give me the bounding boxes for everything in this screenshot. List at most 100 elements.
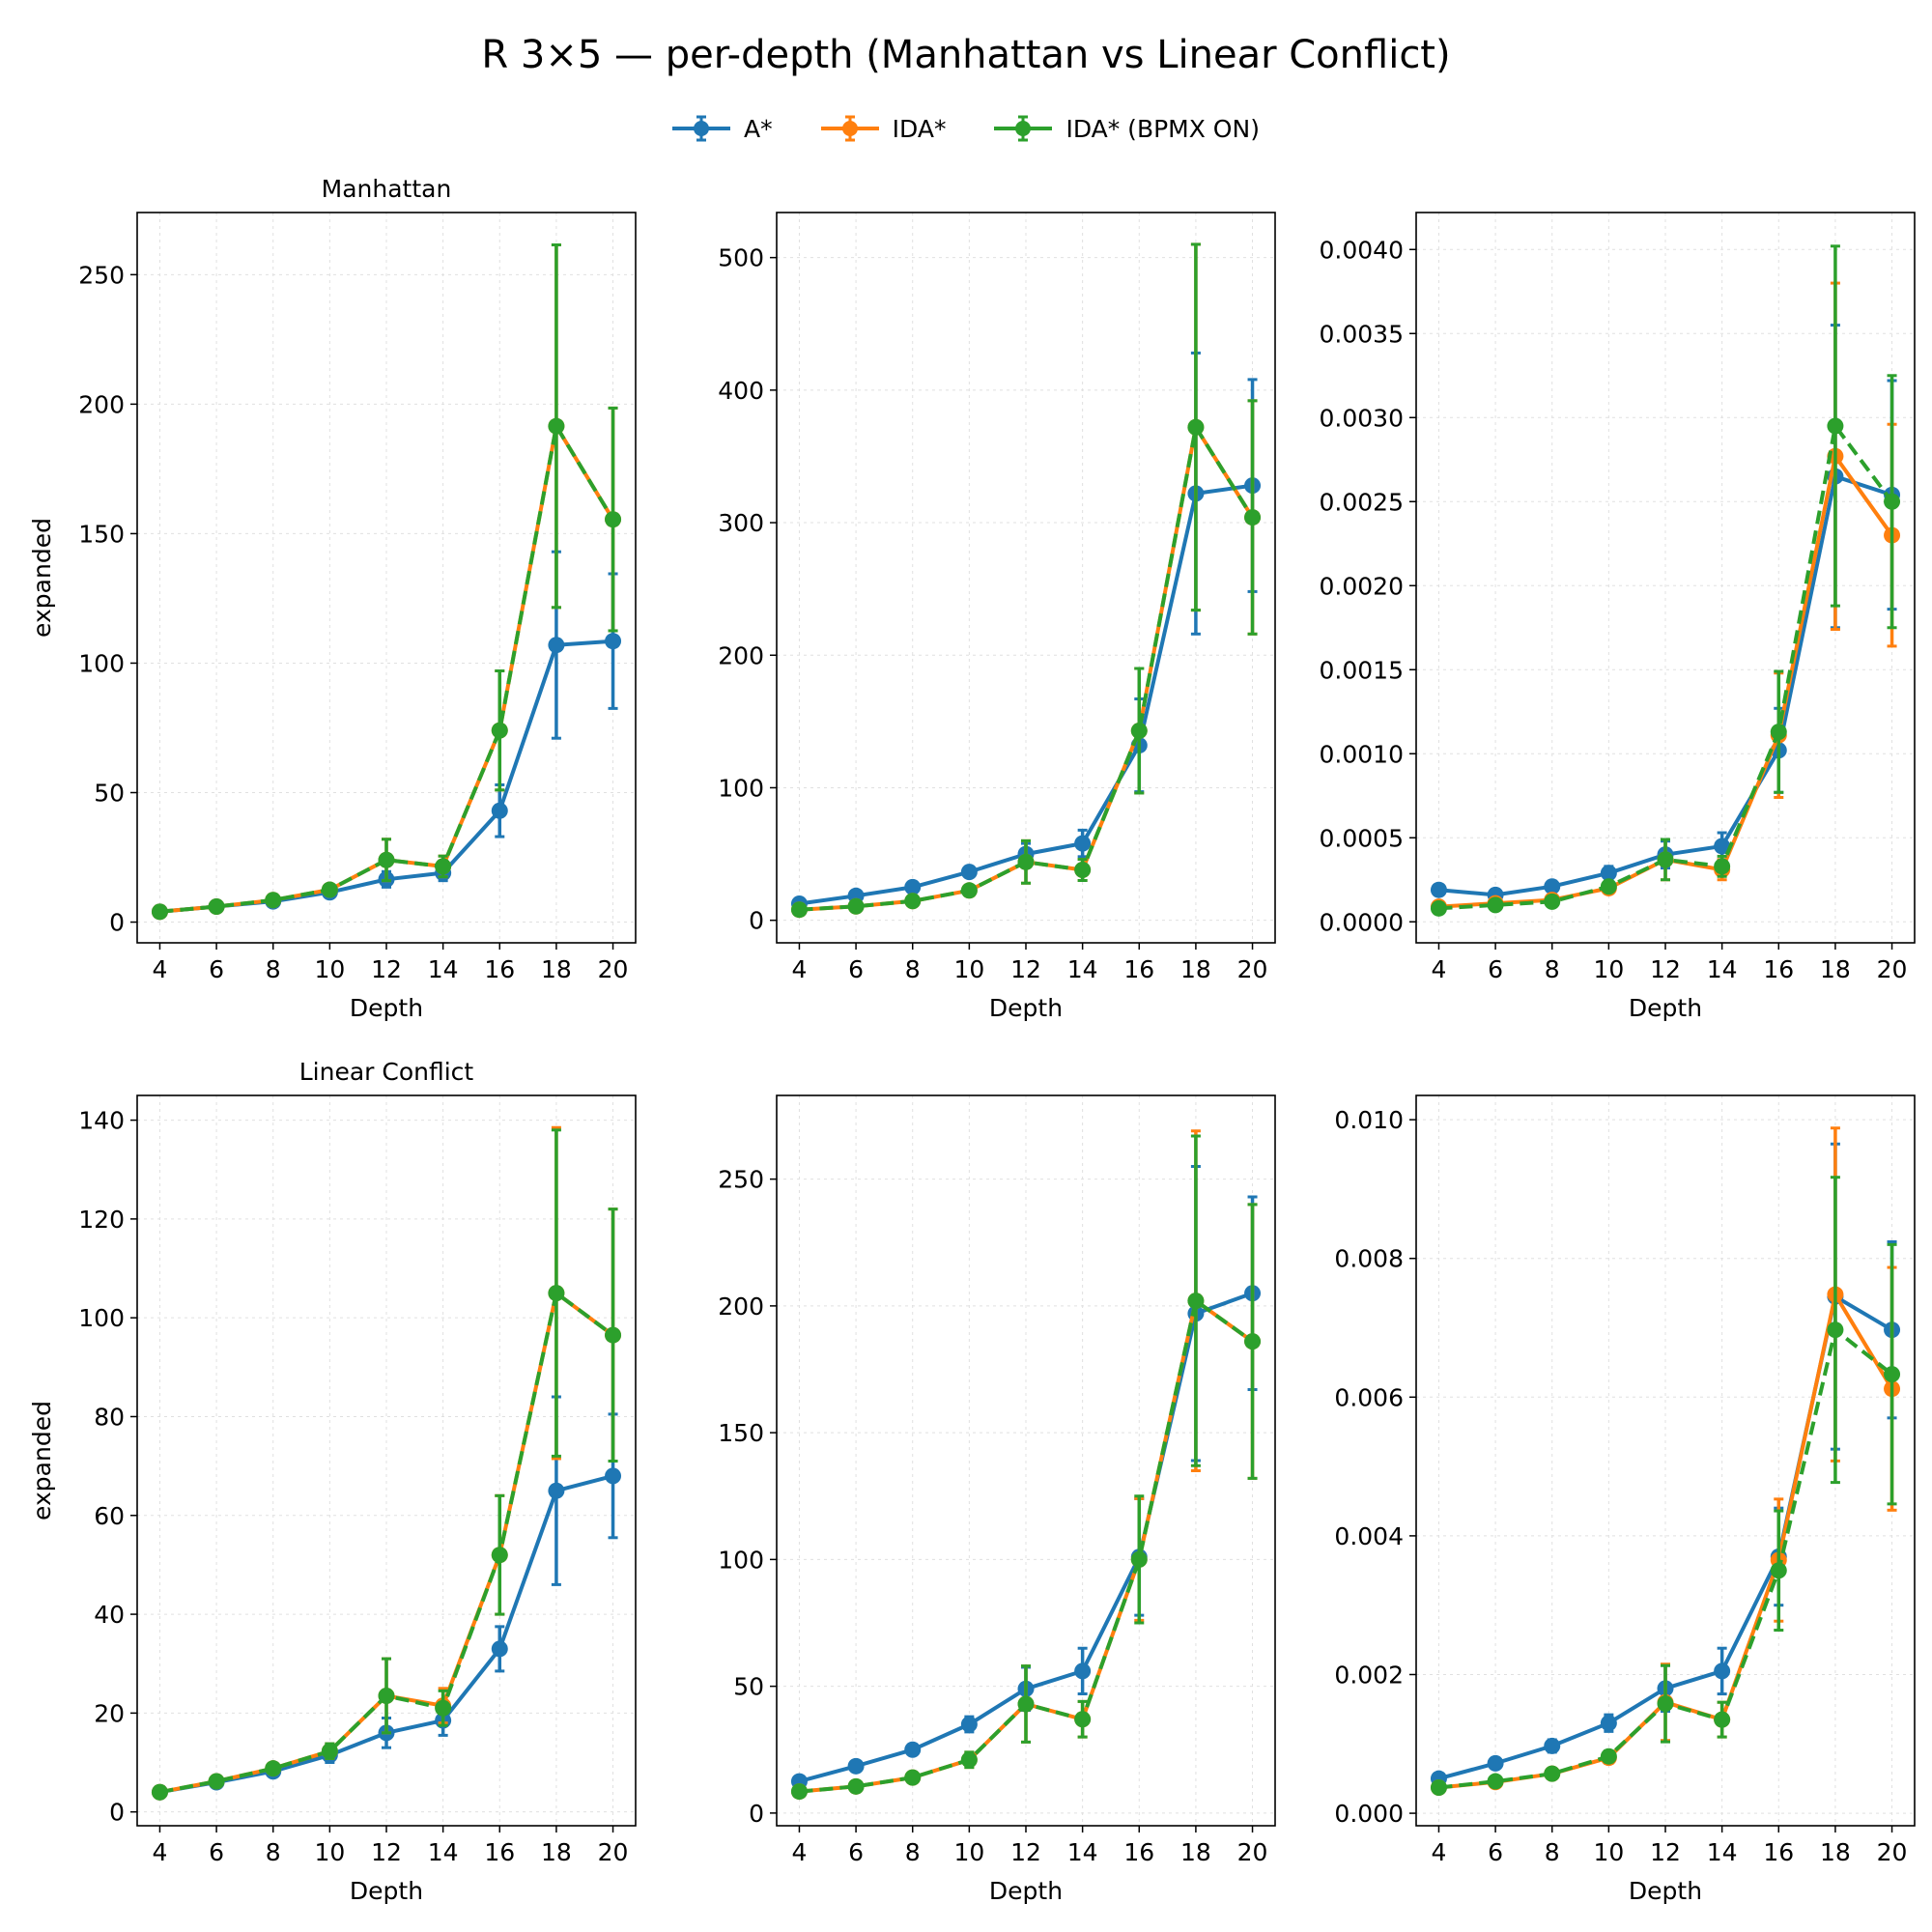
data-point: [1017, 853, 1035, 870]
y-tick-label: 0: [109, 909, 125, 937]
y-tick-label: 150: [78, 520, 125, 548]
y-tick-label: 100: [718, 1546, 764, 1574]
data-point: [1487, 896, 1504, 914]
data-point: [1714, 838, 1731, 855]
x-tick-label: 18: [1820, 955, 1851, 983]
y-tick-label: 0.0030: [1320, 404, 1404, 432]
data-point: [1714, 1662, 1731, 1680]
data-point: [1430, 1779, 1447, 1797]
figure-title: R 3×5 — per-depth (Manhattan vs Linear C…: [481, 33, 1451, 77]
y-tick-label: 500: [718, 244, 764, 272]
y-tick-label: 0.002: [1334, 1661, 1404, 1689]
subplot-2: 0 100 200 300 400 500 4 6 8 10 12 14 16 18 20 Depth: [718, 212, 1276, 1022]
x-tick-label: 14: [1067, 1838, 1098, 1866]
data-point: [491, 1547, 508, 1564]
data-point: [1074, 835, 1092, 852]
series-ida-: [151, 243, 622, 921]
x-tick-label: 16: [1123, 955, 1154, 983]
data-point: [435, 1699, 452, 1717]
x-tick-label: 6: [209, 1838, 224, 1866]
x-axis-label: Depth: [1629, 994, 1702, 1022]
y-tick-label: 100: [78, 1304, 125, 1332]
data-point: [904, 1741, 922, 1758]
x-tick-label: 8: [266, 955, 281, 983]
y-tick-label: 50: [94, 780, 125, 808]
x-tick-label: 10: [953, 955, 984, 983]
series-ida-bpmx-on-: [790, 1134, 1262, 1801]
x-tick-label: 8: [1545, 1838, 1560, 1866]
x-tick-label: 4: [153, 955, 168, 983]
x-tick-label: 18: [1820, 1838, 1851, 1866]
y-tick-label: 250: [78, 261, 125, 289]
data-point: [1600, 865, 1617, 882]
series-ida-bpmx-on-: [790, 242, 1262, 919]
x-tick-label: 18: [541, 1838, 572, 1866]
y-tick-label: 200: [78, 390, 125, 418]
x-axis-label: Depth: [989, 1877, 1063, 1905]
data-point: [1244, 1333, 1262, 1350]
subplot-3: 0.0000 0.0005 0.0010 0.0015 0.0020 0.0025 0.00…: [1320, 212, 1916, 1022]
data-point: [548, 417, 565, 435]
y-tick-label: 150: [718, 1419, 764, 1447]
y-tick-label: 40: [94, 1601, 125, 1629]
data-point: [1430, 899, 1447, 917]
data-point: [605, 511, 622, 528]
data-point: [265, 892, 282, 909]
data-point: [1884, 1366, 1901, 1383]
x-tick-label: 20: [1877, 1838, 1908, 1866]
x-tick-label: 12: [1010, 955, 1041, 983]
data-point: [904, 893, 922, 910]
data-point: [960, 1751, 978, 1769]
data-point: [321, 881, 338, 898]
x-tick-label: 4: [153, 1838, 168, 1866]
y-tick-label: 0.0010: [1320, 740, 1404, 768]
data-point: [1430, 881, 1447, 898]
data-point: [1657, 1695, 1674, 1713]
x-tick-label: 6: [1488, 1838, 1503, 1866]
data-point: [1770, 724, 1787, 741]
data-point: [378, 851, 395, 868]
data-point: [378, 1687, 395, 1704]
legend-label-astar: A*: [744, 114, 773, 143]
x-tick-label: 16: [1123, 1838, 1154, 1866]
y-tick-label: 0.006: [1334, 1383, 1404, 1411]
x-tick-label: 4: [792, 955, 808, 983]
data-point: [1017, 1695, 1035, 1713]
y-tick-label: 100: [718, 774, 764, 802]
x-axis-label: Depth: [350, 1877, 423, 1905]
y-tick-label: 0.008: [1334, 1245, 1404, 1273]
y-tick-label: 250: [718, 1166, 764, 1194]
x-tick-label: 6: [848, 1838, 864, 1866]
x-tick-label: 12: [371, 955, 402, 983]
y-tick-label: 0: [749, 1800, 764, 1828]
data-point: [491, 722, 508, 739]
y-tick-label: 0.000: [1334, 1800, 1404, 1828]
subplot-4: 0 20 40 60 80 100 120 140 4 6 8 10 12 14 16 18 20 Depth ex…: [28, 1058, 637, 1905]
y-tick-label: 0.010: [1334, 1106, 1404, 1134]
y-tick-label: 0.0020: [1320, 572, 1404, 600]
data-point: [265, 1760, 282, 1777]
data-point: [1827, 417, 1844, 435]
x-tick-label: 10: [314, 955, 345, 983]
data-point: [548, 1285, 565, 1302]
data-point: [1130, 722, 1148, 739]
data-point: [1544, 1765, 1561, 1782]
data-point: [1714, 858, 1731, 875]
x-tick-label: 8: [905, 1838, 921, 1866]
data-point: [605, 1467, 622, 1485]
data-point: [1074, 1711, 1092, 1728]
x-tick-label: 20: [598, 955, 629, 983]
data-point: [491, 802, 508, 819]
x-tick-label: 16: [484, 1838, 515, 1866]
data-point: [1827, 1321, 1844, 1339]
y-tick-label: 0.0035: [1320, 320, 1404, 348]
y-tick-label: 0.0040: [1320, 236, 1404, 264]
data-point: [847, 897, 865, 915]
x-tick-label: 6: [209, 955, 224, 983]
data-point: [904, 878, 922, 895]
data-point: [605, 633, 622, 650]
data-point: [548, 1482, 565, 1499]
x-tick-label: 18: [1180, 955, 1211, 983]
legend: A* IDA* IDA* (BPMX ON): [0, 114, 1932, 143]
x-tick-label: 14: [1707, 1838, 1738, 1866]
